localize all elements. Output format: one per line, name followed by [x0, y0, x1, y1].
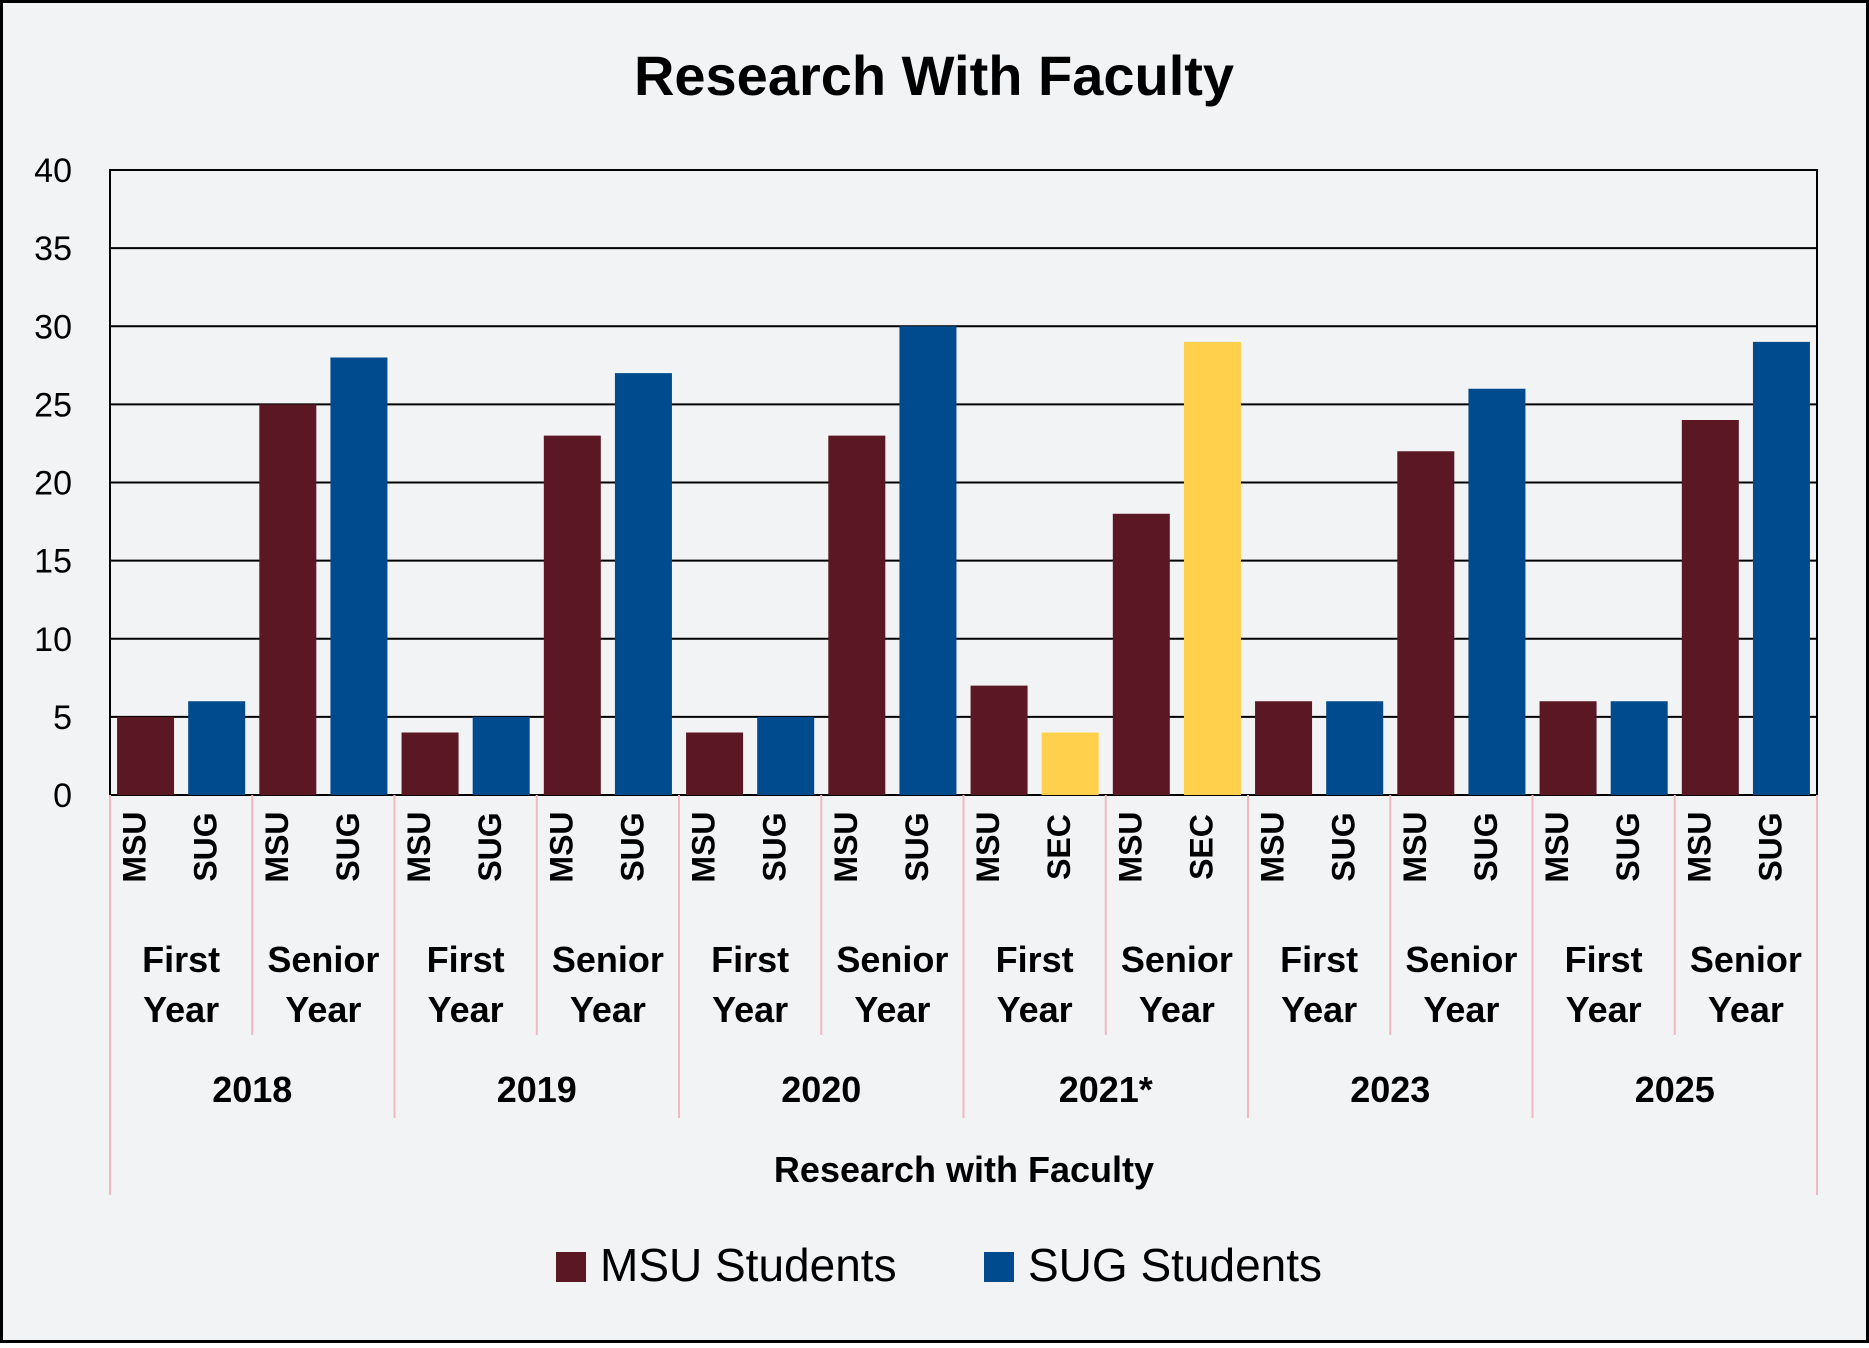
bar-msu — [970, 685, 1028, 795]
y-tick-label: 40 — [34, 152, 72, 190]
bar-category-label: SUG — [472, 812, 508, 881]
legend-swatch-msu — [556, 1252, 586, 1282]
bar-category-label: MSU — [401, 811, 437, 882]
bar-sug — [1610, 701, 1668, 795]
y-tick-label: 15 — [34, 543, 72, 581]
legend: MSU Students SUG Students — [556, 1239, 1322, 1291]
level-label: First — [1280, 939, 1358, 980]
level-label: Year — [712, 989, 788, 1030]
level-label: Senior — [267, 939, 379, 980]
y-tick-label: 20 — [34, 465, 72, 503]
level-label: Year — [1708, 989, 1784, 1030]
x-axis-title: Research with Faculty — [774, 1149, 1154, 1190]
bar-category-label: SUG — [330, 812, 366, 881]
y-tick-label: 5 — [53, 699, 72, 737]
level-label: Year — [854, 989, 930, 1030]
level-label: First — [996, 939, 1074, 980]
level-label: Senior — [836, 939, 948, 980]
bar-msu — [686, 732, 744, 795]
year-label: 2025 — [1635, 1069, 1715, 1110]
level-label: Year — [428, 989, 504, 1030]
bar-msu — [259, 404, 317, 795]
bar-category-label: MSU — [828, 811, 864, 882]
bar-category-label: MSU — [1112, 811, 1148, 882]
bar-sug — [330, 357, 388, 795]
bar-category-label: MSU — [543, 811, 579, 882]
y-tick-label: 35 — [34, 230, 72, 268]
legend-swatch-sug — [984, 1252, 1014, 1282]
level-label: Senior — [1405, 939, 1517, 980]
bar-msu — [1681, 420, 1739, 795]
level-label: Year — [285, 989, 361, 1030]
bar-msu — [543, 435, 601, 795]
level-label: Year — [143, 989, 219, 1030]
level-label: Senior — [552, 939, 664, 980]
level-label: Year — [1281, 989, 1357, 1030]
level-label: Senior — [1690, 939, 1802, 980]
bar-msu — [1112, 513, 1170, 795]
level-label: First — [711, 939, 789, 980]
bar-msu — [1397, 451, 1455, 795]
bar-sec — [1183, 341, 1241, 795]
bar-sug — [899, 326, 957, 795]
level-label: First — [1565, 939, 1643, 980]
y-axis-ticks: 0 5 10 15 20 25 30 35 40 — [34, 152, 72, 815]
level-label: Year — [1139, 989, 1215, 1030]
legend-label-sug: SUG Students — [1028, 1239, 1322, 1291]
y-tick-label: 30 — [34, 308, 72, 346]
bar-sug — [472, 716, 530, 795]
bar-sug — [1752, 341, 1810, 795]
bar-category-label: MSU — [970, 811, 1006, 882]
y-tick-label: 0 — [53, 777, 72, 815]
bar-category-label: SUG — [899, 812, 935, 881]
bar-category-label: SUG — [1752, 812, 1788, 881]
bar-category-label: MSU — [686, 811, 722, 882]
bar-msu — [1255, 701, 1313, 795]
chart-title: Research With Faculty — [634, 44, 1234, 107]
bar-sug — [757, 716, 815, 795]
bar-category-label: MSU — [1255, 811, 1291, 882]
bar-category-label: MSU — [117, 811, 153, 882]
bar-sug — [188, 701, 246, 795]
bar-category-label: SUG — [1610, 812, 1646, 881]
level-label: Senior — [1121, 939, 1233, 980]
bar-sug — [1468, 388, 1526, 795]
bar-category-label: SUG — [1468, 812, 1504, 881]
level-label: Year — [997, 989, 1073, 1030]
bar-category-label: SUG — [1326, 812, 1362, 881]
bar-msu — [117, 716, 175, 795]
level-label: Year — [1423, 989, 1499, 1030]
bar-category-label: SUG — [188, 812, 224, 881]
bar-category-label: MSU — [1539, 811, 1575, 882]
bar-category-label: SEC — [1041, 814, 1077, 880]
bar-msu — [1539, 701, 1597, 795]
bar-category-label: MSU — [1681, 811, 1717, 882]
legend-label-msu: MSU Students — [600, 1239, 897, 1291]
y-tick-label: 25 — [34, 386, 72, 424]
bar-category-label: MSU — [259, 811, 295, 882]
year-label: 2018 — [212, 1069, 292, 1110]
bar-category-label: SUG — [614, 812, 650, 881]
category-axis: MSU SUG MSU SUG MSU SUG MSU SUG MSU SUG MSU SUG MSU S… — [109, 795, 1818, 1195]
level-label: Year — [570, 989, 646, 1030]
year-label: 2023 — [1350, 1069, 1430, 1110]
bar-category-label: SEC — [1183, 814, 1219, 880]
year-label: 2021* — [1059, 1069, 1153, 1110]
bar-msu — [828, 435, 886, 795]
year-label: 2020 — [781, 1069, 861, 1110]
bar-sug — [1326, 701, 1384, 795]
level-label: First — [427, 939, 505, 980]
level-label: First — [142, 939, 220, 980]
bar-category-label: SUG — [757, 812, 793, 881]
bar-category-label: MSU — [1397, 811, 1433, 882]
y-tick-label: 10 — [34, 621, 72, 659]
level-label: Year — [1566, 989, 1642, 1030]
year-label: 2019 — [497, 1069, 577, 1110]
bar-sug — [614, 373, 672, 795]
bar-sec — [1041, 732, 1099, 795]
bars — [117, 326, 1810, 795]
bar-msu — [401, 732, 459, 795]
